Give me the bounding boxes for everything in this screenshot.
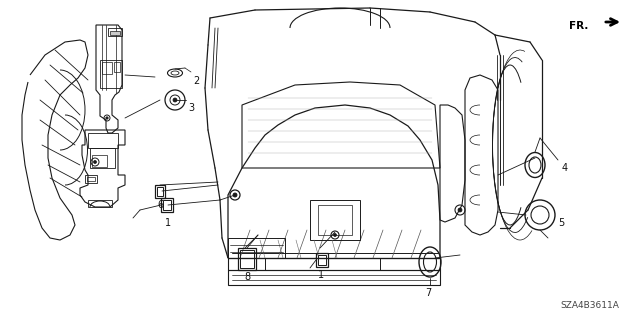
Text: 1: 1: [318, 270, 324, 280]
Bar: [110, 31, 120, 35]
Bar: [88, 133, 118, 148]
Circle shape: [93, 160, 97, 164]
Bar: [163, 200, 171, 210]
Bar: [87, 177, 95, 181]
Text: 2: 2: [193, 76, 199, 86]
Text: 8: 8: [244, 272, 250, 282]
Bar: [157, 187, 163, 196]
Bar: [108, 28, 122, 36]
Text: 1: 1: [165, 218, 171, 228]
Text: 3: 3: [188, 103, 194, 113]
Circle shape: [333, 234, 337, 236]
Text: 6: 6: [157, 200, 163, 210]
Bar: [85, 175, 97, 183]
Circle shape: [233, 193, 237, 197]
Text: 4: 4: [562, 163, 568, 173]
Bar: [240, 250, 254, 268]
Bar: [318, 255, 326, 265]
Text: FR.: FR.: [568, 21, 588, 31]
Bar: [316, 253, 328, 267]
Bar: [161, 198, 173, 212]
Bar: [90, 148, 115, 168]
Bar: [102, 62, 112, 74]
Bar: [100, 60, 122, 88]
Circle shape: [458, 208, 462, 212]
Circle shape: [106, 117, 108, 119]
Text: SZA4B3611A: SZA4B3611A: [560, 301, 619, 310]
Bar: [238, 248, 256, 270]
Bar: [155, 185, 165, 198]
Text: 7: 7: [425, 288, 431, 298]
Circle shape: [173, 98, 177, 102]
Bar: [92, 155, 107, 167]
Bar: [114, 62, 120, 72]
Text: 5: 5: [558, 218, 564, 228]
